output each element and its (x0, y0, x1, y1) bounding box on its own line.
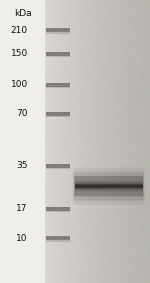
Bar (75, 182, 142, 183)
Bar (46, 211, 70, 213)
Bar (46, 167, 70, 169)
Bar (75, 185, 142, 186)
Bar (46, 28, 70, 32)
Bar (75, 183, 142, 184)
Bar (75, 184, 142, 185)
Bar (46, 115, 70, 117)
Text: 150: 150 (11, 49, 28, 58)
Bar (46, 83, 70, 85)
Text: kDa: kDa (14, 9, 32, 18)
Bar (46, 52, 70, 56)
Text: 10: 10 (16, 234, 28, 243)
Bar (75, 180, 142, 181)
Bar (75, 189, 142, 190)
Bar (46, 112, 70, 114)
Text: 70: 70 (16, 109, 28, 118)
Bar (75, 189, 142, 190)
Bar (46, 87, 70, 89)
Text: 100: 100 (11, 80, 28, 89)
Bar (46, 112, 70, 116)
Bar (46, 236, 70, 240)
Bar (46, 207, 70, 209)
Bar (75, 191, 142, 192)
Text: 210: 210 (11, 26, 28, 35)
Bar (46, 164, 70, 168)
Text: 17: 17 (16, 204, 28, 213)
Bar (46, 240, 70, 242)
Bar (46, 55, 70, 57)
Bar (0, 0, 45, 283)
Bar (46, 83, 70, 87)
FancyBboxPatch shape (73, 168, 145, 205)
FancyBboxPatch shape (74, 172, 144, 201)
Bar (46, 207, 70, 211)
Bar (75, 188, 142, 189)
Bar (75, 186, 142, 187)
Text: 35: 35 (16, 161, 28, 170)
Bar (46, 32, 70, 34)
Bar (46, 29, 70, 31)
Bar (75, 187, 142, 188)
Bar (75, 183, 142, 184)
FancyBboxPatch shape (74, 176, 143, 196)
Bar (75, 181, 142, 182)
Bar (46, 52, 70, 54)
Bar (46, 164, 70, 166)
Bar (75, 190, 142, 191)
Bar (46, 237, 70, 239)
